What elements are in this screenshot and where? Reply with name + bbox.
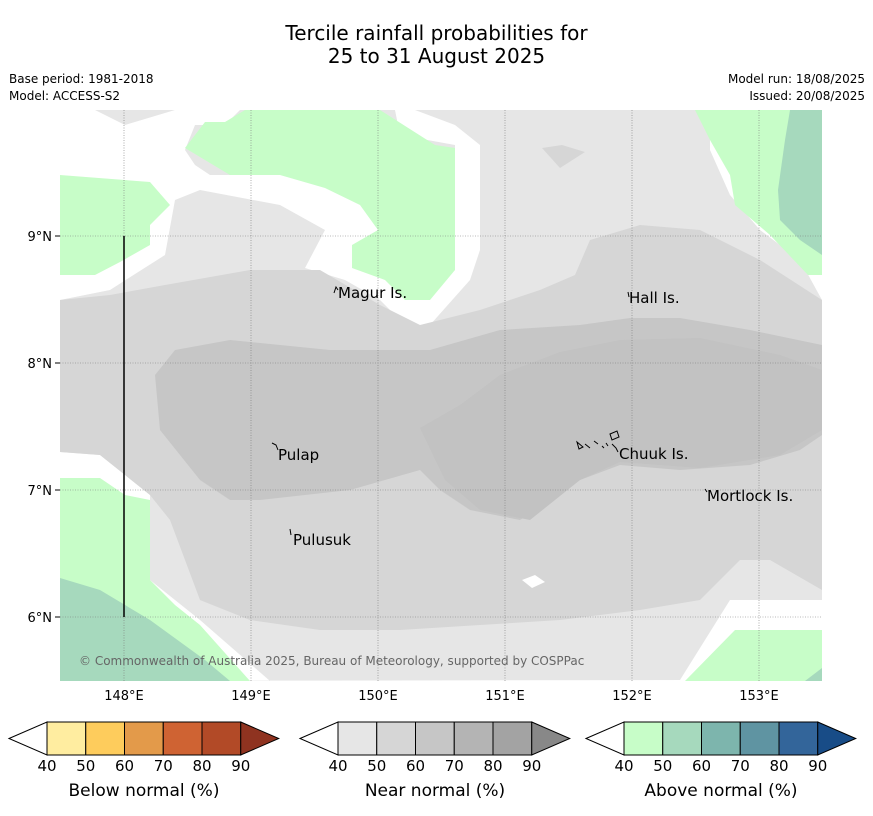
below-tick-label: 90 [231,757,250,775]
near-tick-label: 50 [367,757,386,775]
above-bar-low-cap [584,721,625,756]
above-tick-label: 90 [808,757,827,775]
near-bar-cell-60 [415,721,455,756]
below-tick-label: 50 [76,757,95,775]
near-bar-low-cap [298,721,339,756]
near-tick-label: 60 [406,757,425,775]
above-tick-label: 60 [692,757,711,775]
place-pulap: Pulap [278,446,319,464]
below-bar-cell-50 [85,721,125,756]
meta-left: Base period: 1981-2018 Model: ACCESS-S2 [9,71,154,105]
copyright-notice: © Commonwealth of Australia 2025, Bureau… [79,654,584,668]
near-bar-cell-80 [492,721,533,756]
below-bar-high-cap [240,721,281,756]
near-bar-high-cap [531,721,572,756]
place-mortlock: Mortlock Is. [707,487,793,505]
place-chuuk: Chuuk Is. [619,445,688,463]
lat-label-7n: 7°N [28,484,53,499]
place-pulusuk: Pulusuk [293,531,351,549]
lon-label-150e: 150°E [358,689,398,704]
below-tick-label: 60 [115,757,134,775]
above-normal-50-area-se [805,668,822,681]
issued-date: Issued: 20/08/2025 [749,89,865,103]
above-normal-title: Above normal (%) [644,781,798,801]
lat-label-6n: 6°N [28,611,53,626]
below-bar-low-cap [7,721,48,756]
above-bar-cell-50 [662,721,702,756]
above-bar-cell-70 [739,721,780,756]
lat-label-9n: 9°N [28,230,53,245]
above-normal-50-area-ne [778,110,822,255]
probability-map: Magur Is. Hall Is. Pulap Chuuk Is. Mortl… [28,110,822,704]
below-tick-label: 40 [37,757,56,775]
near-bar-cell-50 [376,721,416,756]
longitude-labels: 148°E 149°E 150°E 151°E 152°E 153°E [104,689,779,704]
near-bar-cell-40 [337,721,378,756]
below-bar-cell-60 [124,721,164,756]
below-bar-cell-70 [162,721,203,756]
lon-label-153e: 153°E [739,689,779,704]
above-tick-label: 40 [614,757,633,775]
meta-right: Model run: 18/08/2025 Issued: 20/08/2025 [728,71,865,105]
lon-label-151e: 151°E [485,689,525,704]
model-name: Model: ACCESS-S2 [9,89,121,103]
near-tick-label: 90 [522,757,541,775]
lon-label-149e: 149°E [231,689,271,704]
place-hall: Hall Is. [629,289,680,307]
map-fill-areas [60,110,822,681]
lon-label-152e: 152°E [612,689,652,704]
lon-label-148e: 148°E [104,689,144,704]
below-tick-label: 80 [192,757,211,775]
above-bar-cell-60 [701,721,741,756]
place-magur: Magur Is. [338,284,407,302]
title-line-1: Tercile rainfall probabilities for [285,21,588,45]
above-tick-label: 80 [769,757,788,775]
near-tick-label: 70 [445,757,464,775]
above-normal-50-area-sw [60,578,230,681]
above-bar-cell-80 [778,721,819,756]
below-bar-cell-40 [46,721,87,756]
above-tick-label: 50 [653,757,672,775]
above-normal-40-area-se [685,630,822,681]
map-title: Tercile rainfall probabilities for 25 to… [0,22,873,68]
base-period: Base period: 1981-2018 [9,72,154,86]
island-outlines [271,285,708,536]
latitude-labels: 9°N 8°N 7°N 6°N [28,230,53,626]
above-bar-high-cap [817,721,858,756]
title-line-2: 25 to 31 August 2025 [327,44,546,68]
near-tick-label: 40 [328,757,347,775]
near-normal-title: Near normal (%) [364,781,506,801]
model-run: Model run: 18/08/2025 [727,72,865,86]
below-bar-cell-80 [201,721,242,756]
near-normal-60-inner [420,338,822,520]
near-bar-cell-70 [453,721,494,756]
above-normal-40-area-nw [60,175,170,275]
below-tick-label: 70 [154,757,173,775]
near-tick-label: 80 [483,757,502,775]
above-bar-cell-40 [623,721,664,756]
place-labels: Magur Is. Hall Is. Pulap Chuuk Is. Mortl… [278,284,793,549]
below-normal-title: Below normal (%) [68,781,220,801]
lat-label-8n: 8°N [28,357,53,372]
above-tick-label: 70 [731,757,750,775]
above-normal-40-area-n [185,110,455,300]
